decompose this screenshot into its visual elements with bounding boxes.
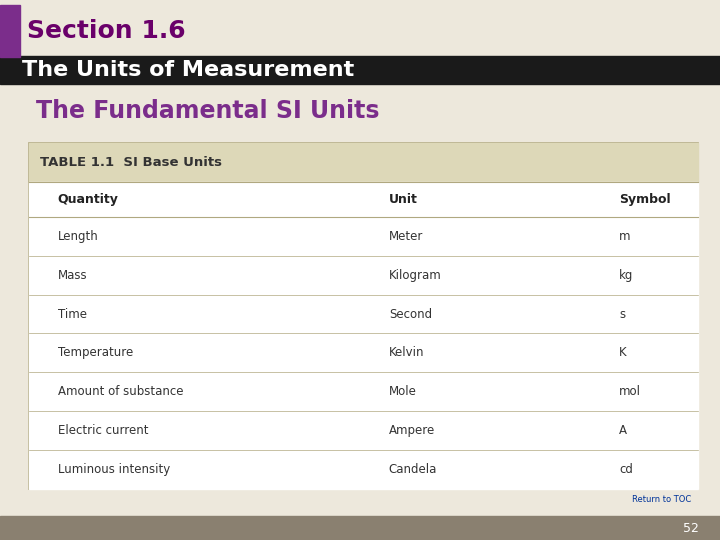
- Bar: [29, 450, 698, 489]
- Bar: [29, 143, 698, 182]
- Text: Candela: Candela: [389, 463, 437, 476]
- Text: 52: 52: [683, 522, 698, 535]
- Bar: [29, 295, 698, 334]
- Text: A: A: [619, 424, 627, 437]
- Text: m: m: [619, 230, 631, 243]
- Bar: [29, 182, 698, 217]
- Text: Length: Length: [58, 230, 99, 243]
- Text: Ampere: Ampere: [389, 424, 435, 437]
- Bar: [0, 5, 20, 57]
- Text: Symbol: Symbol: [619, 193, 671, 206]
- Text: Mass: Mass: [58, 269, 87, 282]
- Text: Quantity: Quantity: [58, 193, 119, 206]
- Bar: [29, 217, 698, 256]
- Text: Section 1.6: Section 1.6: [27, 19, 186, 43]
- Text: Second: Second: [389, 308, 432, 321]
- Text: Meter: Meter: [389, 230, 423, 243]
- Text: mol: mol: [619, 385, 642, 398]
- Bar: [0, 516, 720, 540]
- Text: Time: Time: [58, 308, 86, 321]
- Bar: [29, 411, 698, 450]
- Text: Unit: Unit: [389, 193, 418, 206]
- Text: The Units of Measurement: The Units of Measurement: [22, 59, 354, 80]
- Text: Amount of substance: Amount of substance: [58, 385, 183, 398]
- FancyBboxPatch shape: [29, 143, 698, 489]
- Text: s: s: [619, 308, 626, 321]
- Text: Return to TOC: Return to TOC: [632, 495, 691, 504]
- Text: Kelvin: Kelvin: [389, 346, 424, 360]
- Text: Luminous intensity: Luminous intensity: [58, 463, 170, 476]
- Text: Electric current: Electric current: [58, 424, 148, 437]
- Text: Mole: Mole: [389, 385, 417, 398]
- Text: K: K: [619, 346, 627, 360]
- Text: Temperature: Temperature: [58, 346, 133, 360]
- Text: The Fundamental SI Units: The Fundamental SI Units: [36, 99, 379, 123]
- Bar: [29, 372, 698, 411]
- Bar: [29, 334, 698, 372]
- Bar: [29, 256, 698, 295]
- Bar: [0, 56, 720, 84]
- Text: TABLE 1.1  SI Base Units: TABLE 1.1 SI Base Units: [40, 156, 222, 169]
- Text: kg: kg: [619, 269, 634, 282]
- Text: cd: cd: [619, 463, 633, 476]
- Text: Kilogram: Kilogram: [389, 269, 441, 282]
